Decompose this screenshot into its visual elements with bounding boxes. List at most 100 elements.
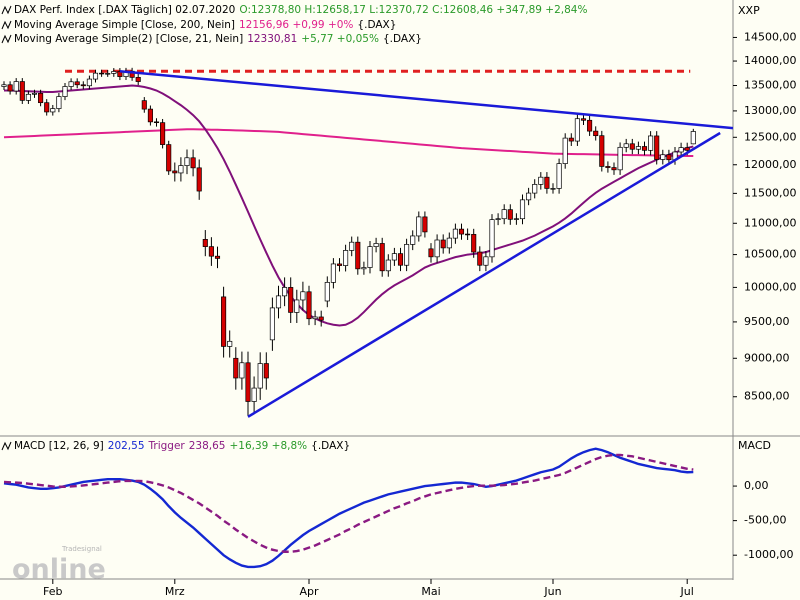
candle-body: [690, 131, 696, 145]
candle-body: [416, 216, 422, 237]
legend-text: 12156,96 +0,99 +0%: [239, 19, 353, 31]
candle-body: [391, 253, 397, 261]
candle-body: [56, 96, 62, 109]
candle-body: [324, 282, 330, 302]
candle-body: [404, 244, 410, 266]
candle-body: [678, 147, 684, 153]
candle-body: [660, 154, 666, 160]
legend-text: 238,65: [189, 440, 226, 452]
candle-body: [7, 84, 13, 92]
candle-body: [227, 340, 233, 347]
candle-body: [648, 135, 654, 151]
watermark-product: online: [12, 554, 106, 585]
candle-body: [38, 92, 44, 104]
candle-body: [507, 209, 513, 220]
candle-body: [452, 228, 458, 239]
legend-entry: MACD [12, 26, 9] 202,55 Trigger 238,65 +16,3…: [14, 440, 350, 452]
legend-icon: [1, 20, 12, 30]
candle-body: [410, 235, 416, 245]
candle-body: [489, 219, 495, 258]
candle-body: [593, 130, 599, 137]
candle-body: [623, 143, 629, 148]
candle-body: [330, 263, 336, 283]
candle-body: [635, 146, 641, 150]
x-tick-label: Jul: [680, 585, 694, 598]
candle-body: [385, 259, 391, 272]
y-tick-label: 12000,00: [744, 158, 797, 171]
candle-body: [208, 246, 214, 257]
candle-body: [574, 118, 580, 142]
candle-body: [44, 102, 50, 113]
axis-label: MACD: [738, 439, 771, 452]
candle-body: [92, 72, 99, 80]
candle-body: [580, 118, 587, 121]
candle-body: [86, 78, 92, 87]
candle-body: [336, 263, 343, 266]
candle-body: [538, 176, 544, 185]
y-tick-label: 14000,00: [744, 54, 797, 67]
candle-body: [428, 248, 434, 258]
candle-body: [251, 387, 257, 402]
candle-body: [526, 192, 532, 201]
candle-body: [379, 243, 385, 272]
candle-body: [495, 218, 501, 220]
y-tick-label: 8500,00: [744, 390, 790, 403]
candle-body: [654, 135, 660, 160]
candle-body: [471, 234, 477, 253]
line: [3, 453, 694, 553]
candle-body: [178, 165, 184, 174]
candle-body: [257, 363, 263, 389]
y-tick-label: -1000,00: [744, 548, 793, 561]
candle-body: [62, 86, 68, 97]
candle-body: [202, 239, 208, 247]
candle-body: [519, 199, 526, 220]
candle-body: [434, 239, 440, 258]
legend-text: 202,55: [108, 440, 145, 452]
candle-body: [135, 76, 141, 82]
trend-line: [119, 69, 733, 130]
y-tick-label: 13500,00: [744, 79, 797, 92]
candle-body: [373, 243, 379, 247]
candle-body: [605, 166, 611, 168]
y-tick-label: 9500,00: [744, 315, 790, 328]
candle-body: [31, 92, 38, 95]
y-tick-label: 9000,00: [744, 351, 790, 364]
candle-body: [147, 108, 153, 123]
legend-text: Moving Average Simple [Close, 200, Nein]: [14, 19, 235, 31]
y-tick-label: 10500,00: [744, 248, 797, 261]
axis-label: XXP: [738, 4, 760, 17]
legend-text: MACD [12, 26, 9]: [14, 440, 104, 452]
candle-body: [172, 170, 178, 174]
x-tick-label: Apr: [299, 585, 319, 598]
legend-icon: [1, 34, 12, 44]
y-tick-label: 13000,00: [744, 104, 797, 117]
legend-entry: Moving Average Simple [Close, 200, Nein]…: [14, 19, 396, 31]
legend-entry: DAX Perf. Index [.DAX Täglich] 02.07.202…: [14, 4, 587, 16]
legend-text: DAX Perf. Index [.DAX Täglich] 02.07.202…: [14, 4, 235, 16]
candle-body: [532, 184, 538, 194]
candle-body: [13, 81, 19, 92]
candle-body: [269, 307, 275, 341]
candle-body: [141, 100, 147, 110]
candle-body: [153, 121, 160, 124]
candle-body: [166, 144, 172, 172]
candle-body: [544, 176, 550, 189]
candle-body: [458, 228, 465, 235]
candle-body: [684, 147, 690, 151]
line: [3, 447, 694, 569]
legend-icon: [1, 441, 12, 451]
candle-body: [294, 299, 300, 313]
candle-body: [477, 251, 483, 266]
candle-body: [80, 84, 86, 87]
candle-body: [349, 241, 355, 251]
candle-body: [629, 143, 635, 150]
legend-text: {.DAX}: [357, 19, 396, 31]
candle-body: [513, 218, 519, 220]
x-tick-label: Feb: [43, 585, 62, 598]
candle-body: [288, 287, 294, 313]
y-tick-label: 14500,00: [744, 30, 797, 43]
candle-body: [74, 81, 80, 86]
